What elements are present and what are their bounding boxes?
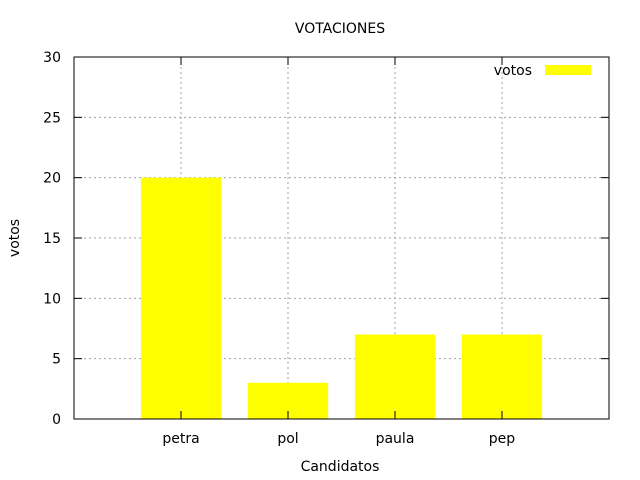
y-tick-label: 30 — [43, 50, 61, 66]
axis-ticks — [74, 56, 609, 420]
y-tick-labels: 0 5 10 15 20 25 30 — [43, 50, 61, 428]
y-tick-label: 25 — [43, 110, 61, 126]
legend-label: votos — [494, 63, 532, 79]
bar — [140, 177, 222, 419]
x-tick-label: pol — [277, 431, 298, 447]
legend-swatch — [545, 65, 591, 75]
x-tick-label: paula — [376, 431, 415, 447]
bar — [354, 334, 436, 419]
y-tick-label: 20 — [43, 171, 61, 187]
bar — [461, 334, 543, 419]
y-tick-label: 10 — [43, 291, 61, 307]
legend: votos — [494, 63, 591, 79]
y-tick-label: 0 — [52, 412, 61, 428]
x-tick-label: petra — [162, 431, 199, 447]
bars — [140, 177, 543, 419]
chart-title: VOTACIONES — [295, 21, 385, 37]
y-axis-label: votos — [7, 219, 23, 257]
x-tick-labels: petra pol paula pep — [162, 431, 515, 447]
x-tick-label: pep — [489, 431, 516, 447]
x-axis-label: Candidatos — [301, 459, 380, 475]
y-tick-label: 15 — [43, 231, 61, 247]
y-tick-label: 5 — [52, 352, 61, 368]
